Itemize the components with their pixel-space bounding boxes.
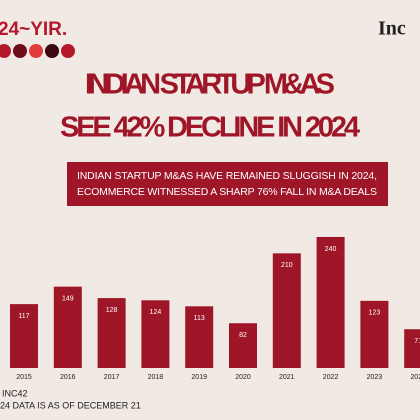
subtitle: INDIAN STARTUP M&AS HAVE REMAINED SLUGGI…: [77, 170, 377, 182]
x-tick-label: 2015: [16, 374, 32, 381]
bar: [97, 298, 126, 368]
logo-dots: [0, 44, 75, 58]
bar: [53, 286, 82, 368]
chart-title: SEE 42% DECLINE IN 2024: [60, 112, 360, 144]
subtitle-box: [67, 162, 388, 206]
bar: [404, 329, 420, 368]
value-label: 113: [194, 315, 205, 322]
x-tick-label: 2024: [410, 374, 420, 381]
bar: [141, 300, 170, 368]
x-tick-label: 2018: [148, 374, 164, 381]
value-label: 82: [239, 332, 247, 339]
x-tick-label: 2017: [104, 374, 120, 381]
value-label: 128: [106, 307, 118, 314]
value-label: 149: [62, 295, 74, 302]
x-tick-label: 2019: [191, 374, 207, 381]
value-label: 124: [150, 309, 162, 316]
x-tick-label: 2020: [235, 374, 251, 381]
bar: [272, 253, 301, 368]
bar: [360, 300, 389, 368]
bar: [185, 306, 214, 368]
bar: [316, 236, 345, 368]
x-tick-label: 2021: [279, 374, 295, 381]
note: 2024 DATA IS AS OF DECEMBER 21: [0, 400, 141, 410]
subtitle: ECOMMERCE WITNESSED A SHARP 76% FALL IN …: [77, 186, 377, 198]
bar: [10, 304, 38, 368]
x-tick-label: 2022: [323, 374, 339, 381]
value-label: 210: [281, 262, 293, 269]
chart-title: INDIAN STARTUP M&AS: [85, 69, 335, 101]
logo: 24~YIR.: [0, 19, 67, 40]
value-label: 240: [325, 246, 337, 253]
value-label: 71: [414, 338, 420, 345]
x-tick-label: 2016: [60, 374, 76, 381]
x-tick-label: 2023: [367, 374, 383, 381]
bar: [229, 323, 257, 368]
source: INC42: [2, 388, 28, 398]
value-label: 123: [369, 310, 381, 317]
value-label: 117: [18, 313, 29, 320]
publisher-logo: Inc: [378, 18, 406, 40]
